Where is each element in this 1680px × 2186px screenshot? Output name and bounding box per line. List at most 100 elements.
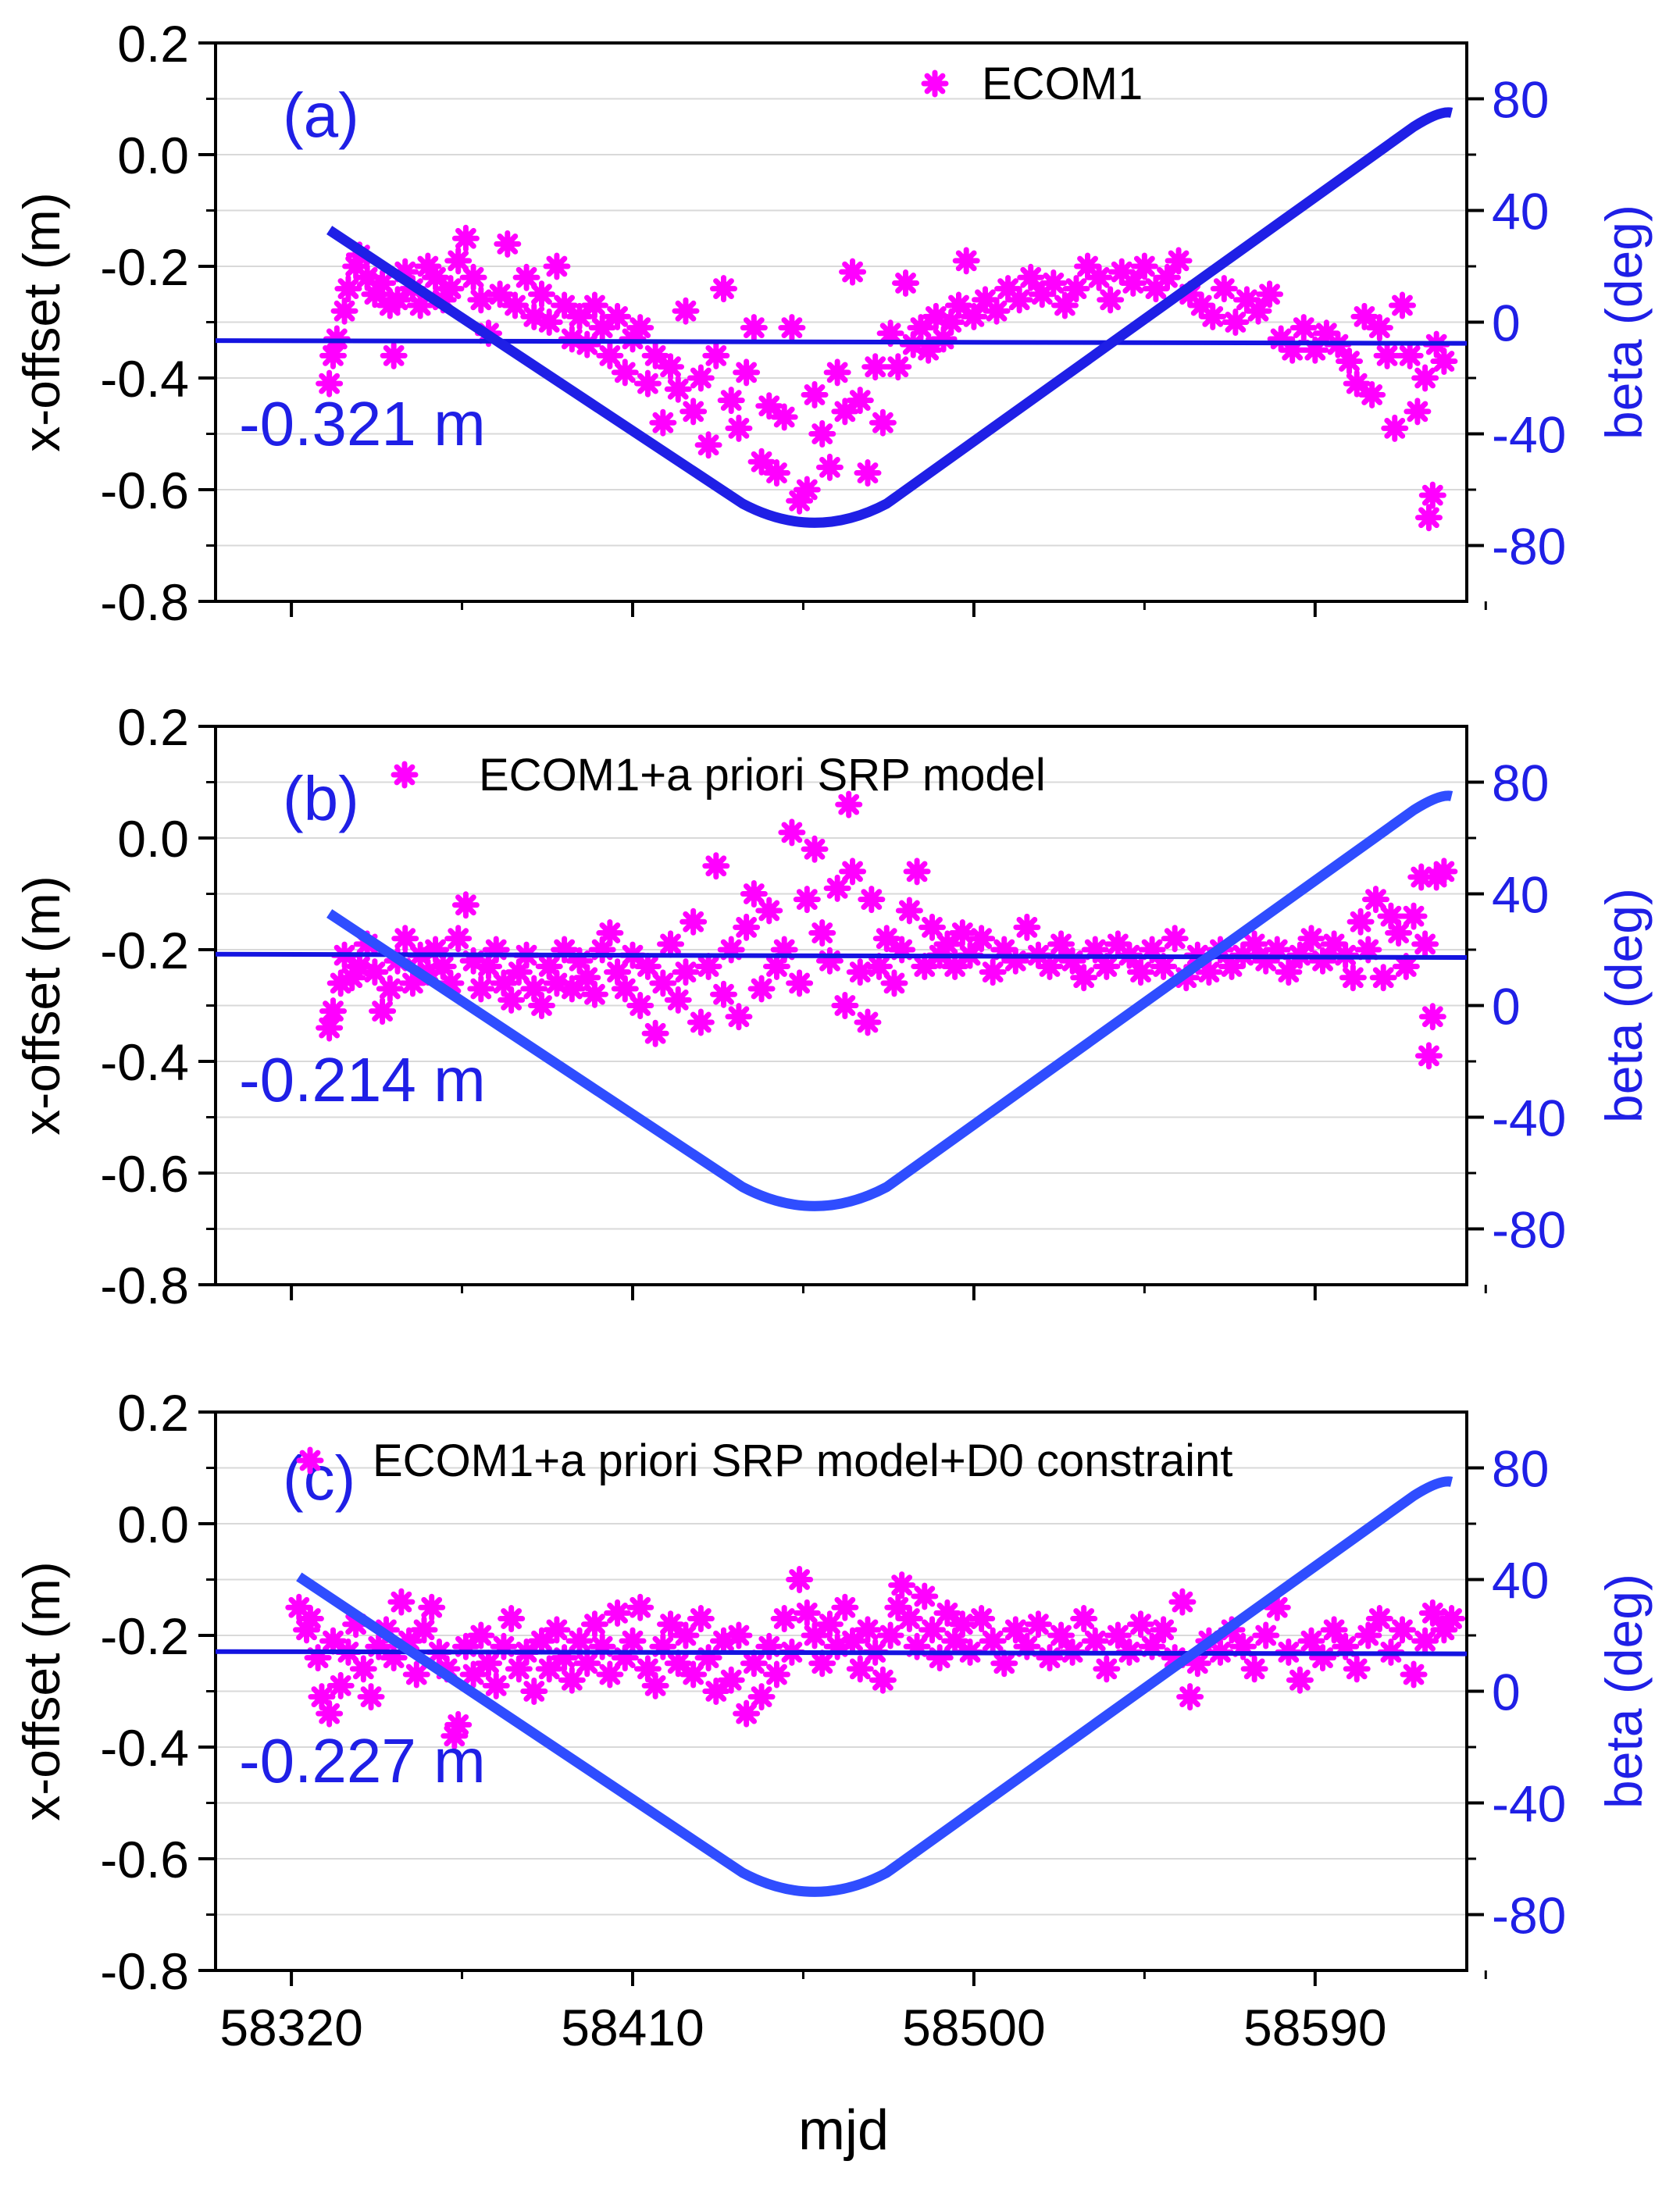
- y2-tick-label: -40: [1492, 1775, 1566, 1833]
- scatter-point: [929, 325, 958, 353]
- scatter-point: [565, 947, 594, 975]
- scatter-point: [762, 459, 790, 487]
- scatter-point: [505, 1655, 533, 1683]
- scatter-point: [527, 1627, 555, 1655]
- scatter-point: [747, 975, 776, 1003]
- scatter-point: [808, 1649, 836, 1678]
- scatter-point: [1176, 1683, 1204, 1711]
- scatter-point: [551, 291, 579, 319]
- scatter-point: [1309, 1644, 1337, 1672]
- scatter-point: [498, 986, 526, 1014]
- scatter-point: [1275, 958, 1303, 986]
- scatter-point: [971, 286, 999, 314]
- scatter-point: [1195, 958, 1223, 986]
- legend-marker-icon: [296, 1446, 324, 1475]
- scatter-point: [604, 1599, 632, 1627]
- scatter-point: [717, 936, 745, 964]
- y2-tick-label: -40: [1492, 1089, 1566, 1147]
- scatter-point: [641, 341, 669, 369]
- scatter-point: [369, 269, 397, 297]
- scatter-point: [626, 1593, 655, 1621]
- scatter-point: [933, 930, 961, 958]
- scatter-point: [755, 392, 783, 420]
- scatter-point: [633, 952, 662, 980]
- scatter-point: [846, 387, 874, 415]
- scatter-point: [588, 936, 616, 964]
- scatter-point: [839, 1627, 867, 1655]
- scatter-point: [854, 1008, 882, 1036]
- scatter-point: [918, 1616, 947, 1644]
- scatter-point: [380, 1644, 408, 1672]
- scatter-point: [869, 1666, 897, 1694]
- scatter-point: [1130, 252, 1158, 280]
- scatter-point: [994, 275, 1022, 303]
- scatter-point: [451, 224, 480, 252]
- scatter-point: [1093, 1655, 1121, 1683]
- scatter-point: [710, 275, 738, 303]
- legend-marker: [921, 70, 949, 98]
- scatter-point: [596, 341, 624, 369]
- scatter-point: [293, 1616, 321, 1644]
- scatter-point: [451, 891, 480, 919]
- scatter-point: [839, 858, 867, 886]
- scatter-point: [395, 1627, 423, 1655]
- scatter-point: [330, 297, 358, 325]
- scatter-point: [733, 1699, 761, 1728]
- mean-line: [215, 1649, 1468, 1656]
- scatter-point: [823, 358, 851, 387]
- scatter-point: [895, 1605, 923, 1633]
- scatter-point: [486, 280, 514, 308]
- scatter-point: [725, 1621, 753, 1649]
- scatter-point: [580, 1610, 608, 1639]
- scatter-point: [869, 408, 897, 437]
- scatter-point: [710, 980, 738, 1008]
- scatter-point: [1085, 263, 1113, 291]
- scatter-point: [1001, 947, 1029, 975]
- panel-c: 0.2 0.0 -0.2 -0.4 -0.6 -0.8 80 40 0 -40 -80 58320 58…: [12, 1384, 1653, 2056]
- scatter-point: [733, 358, 761, 387]
- scatter-point: [1354, 936, 1382, 964]
- y-tick-label: -0.2: [100, 922, 189, 979]
- scatter-point: [793, 886, 821, 914]
- scatter-point: [475, 952, 503, 980]
- scatter-point: [543, 969, 571, 997]
- scatter-point: [733, 913, 761, 941]
- scatter-point: [365, 1632, 393, 1660]
- scatter-point: [383, 286, 412, 314]
- scatter-point: [694, 952, 722, 980]
- scatter-point: [441, 1722, 469, 1750]
- y-tick-label: -0.4: [100, 1033, 189, 1091]
- scatter-point: [357, 1683, 385, 1711]
- scatter-point: [387, 1588, 416, 1616]
- scatter-point: [444, 247, 473, 275]
- scatter-point: [1339, 964, 1367, 992]
- scatter-point: [801, 1621, 829, 1649]
- scatter-point: [596, 919, 624, 947]
- scatter-point: [831, 992, 859, 1019]
- scatter-point: [565, 1627, 594, 1655]
- scatter-point: [1414, 1042, 1443, 1070]
- scatter-point: [793, 1599, 821, 1627]
- scatter-point: [1392, 952, 1420, 980]
- scatter-point: [633, 1655, 662, 1683]
- scatter-point: [1138, 936, 1166, 964]
- scatter-point: [308, 1683, 336, 1711]
- scatter-point: [1070, 964, 1098, 992]
- scatter-point: [1301, 336, 1329, 364]
- x-tick-label: 58320: [219, 1999, 363, 2056]
- scatter-point: [1388, 291, 1416, 319]
- scatter-point: [888, 936, 916, 964]
- scatter-point: [801, 835, 829, 863]
- scatter-point: [633, 369, 662, 398]
- scatter-point: [1017, 263, 1045, 291]
- scatter-point: [694, 1644, 722, 1672]
- scatter-point: [1108, 258, 1136, 286]
- scatter-point: [467, 975, 495, 1003]
- y-tick-label: 0.0: [117, 1496, 189, 1553]
- scatter-point: [319, 341, 347, 369]
- scatter-point: [740, 1649, 768, 1678]
- scatter-point: [1267, 325, 1295, 353]
- scatter-point: [1256, 280, 1284, 308]
- scatter-point: [520, 1678, 548, 1705]
- scatter-point: [304, 1644, 332, 1672]
